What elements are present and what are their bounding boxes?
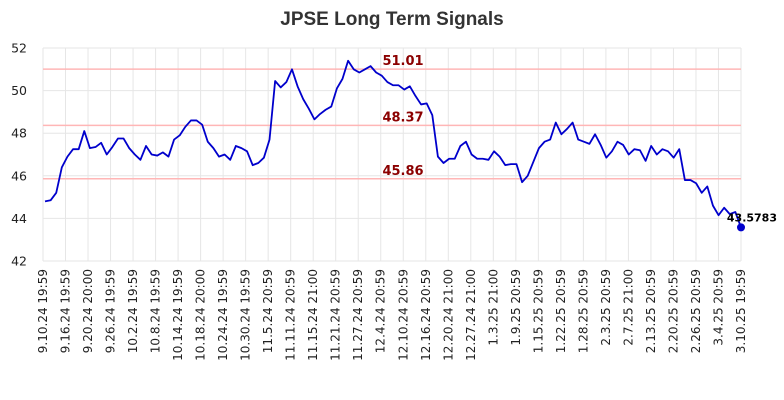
y-tick-label: 48 [11, 126, 27, 141]
x-tick-label: 1.9.25 20:59 [509, 269, 523, 346]
x-tick-label: 11.5.24 20:59 [261, 269, 275, 353]
y-axis: 42 44 46 48 50 52 [11, 41, 27, 269]
x-tick-label: 11.21.24 20:59 [329, 269, 343, 361]
x-tick-label: 10.30.24 19:59 [239, 269, 253, 361]
x-tick-label: 1.28.25 20:59 [576, 269, 590, 353]
x-tick-label: 11.27.24 20:59 [351, 269, 365, 361]
signal-labels: 51.01 48.37 45.86 [382, 54, 423, 179]
x-tick-label: 9.16.24 19:59 [59, 269, 73, 353]
x-tick-label: 9.20.24 20:00 [81, 269, 95, 353]
x-tick-label: 12.20.24 21:00 [441, 269, 455, 361]
x-tick-label: 10.18.24 20:00 [194, 269, 208, 361]
x-axis: 9.10.24 19:59 9.16.24 19:59 9.20.24 20:00 9… [36, 269, 748, 361]
y-tick-label: 42 [11, 254, 27, 269]
x-tick-label: 12.4.24 20:59 [374, 269, 388, 353]
x-tick-label: 9.26.24 19:59 [104, 269, 118, 353]
x-tick-label: 12.16.24 20:59 [419, 269, 433, 361]
x-tick-label: 10.8.24 19:59 [149, 269, 163, 353]
x-tick-label: 10.14.24 19:59 [171, 269, 185, 361]
x-tick-label: 11.15.24 21:00 [306, 269, 320, 361]
x-tick-label: 1.3.25 21:00 [486, 269, 500, 346]
signal-label: 51.01 [382, 54, 423, 69]
grid [42, 47, 742, 262]
x-tick-label: 1.22.25 20:59 [554, 269, 568, 353]
series-line [44, 59, 742, 228]
x-tick-label: 12.10.24 20:59 [396, 269, 410, 361]
x-tick-label: 9.10.24 19:59 [36, 269, 50, 353]
last-value: 43.5783 [727, 211, 777, 232]
x-tick-label: 10.24.24 19:59 [216, 269, 230, 361]
x-tick-label: 2.7.25 21:00 [621, 269, 635, 346]
x-tick-label: 3.10.25 19:59 [734, 269, 748, 353]
y-tick-label: 52 [11, 41, 27, 56]
chart-title: JPSE Long Term Signals [280, 9, 503, 30]
last-value-label: 43.5783 [727, 211, 777, 224]
signal-label: 45.86 [382, 164, 423, 179]
x-tick-label: 3.4.25 20:59 [711, 269, 725, 346]
signal-label: 48.37 [382, 110, 423, 125]
x-tick-label: 1.15.25 20:59 [531, 269, 545, 353]
x-tick-label: 11.11.24 20:59 [284, 269, 298, 361]
price-series [44, 59, 742, 228]
last-point-marker [737, 223, 745, 232]
y-tick-label: 50 [11, 83, 27, 98]
signal-lines [43, 68, 741, 180]
x-tick-label: 2.20.25 20:59 [666, 269, 680, 353]
y-tick-label: 44 [11, 211, 27, 226]
x-tick-label: 12.27.24 21:00 [464, 269, 478, 361]
x-tick-label: 2.26.25 20:59 [689, 269, 703, 353]
x-tick-label: 2.3.25 20:59 [599, 269, 613, 346]
x-tick-label: 10.2.24 19:59 [126, 269, 140, 353]
x-tick-label: 2.13.25 20:59 [644, 269, 658, 353]
y-tick-label: 46 [11, 168, 27, 183]
